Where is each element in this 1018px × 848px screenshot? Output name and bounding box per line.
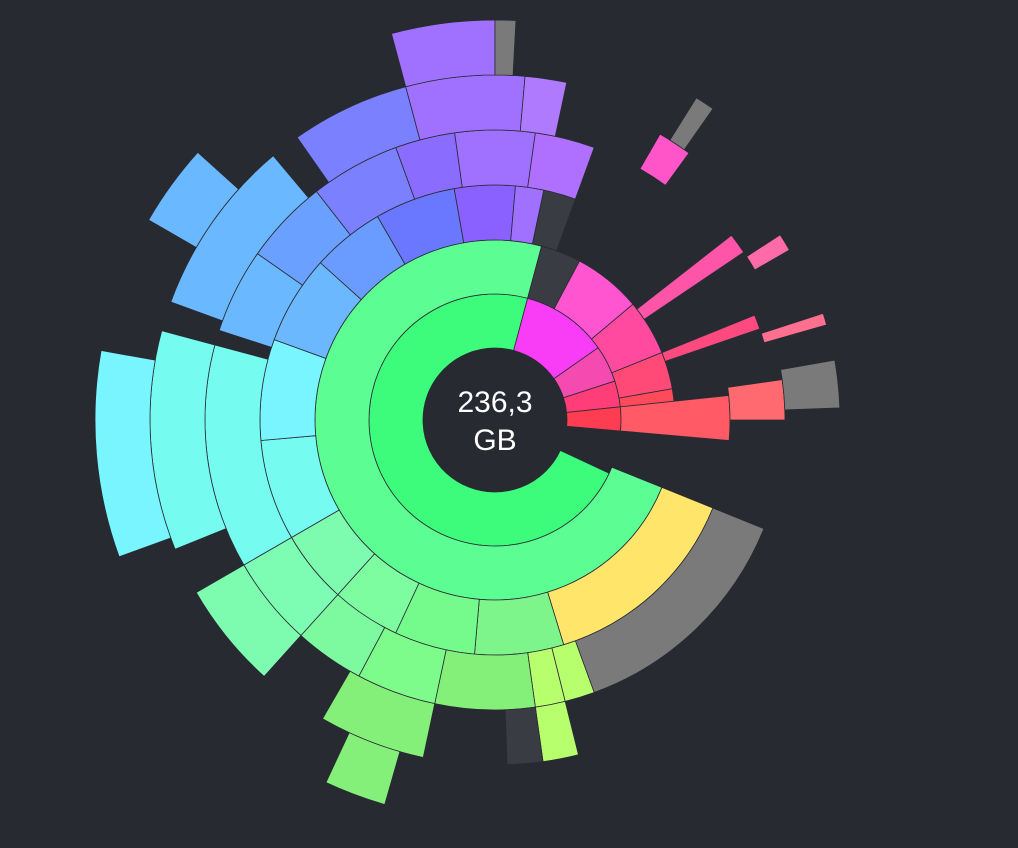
folder-segment[interactable] [405, 74, 526, 141]
folder-segment[interactable] [727, 379, 786, 421]
folder-segment[interactable] [434, 649, 536, 711]
total-size-unit: GB [473, 424, 516, 457]
folder-segment[interactable] [527, 132, 595, 200]
folder-segment[interactable] [94, 350, 172, 558]
folder-segment[interactable] [669, 97, 714, 151]
folder-segment[interactable] [746, 234, 790, 271]
folder-segment[interactable] [170, 155, 310, 322]
folder-segment[interactable] [636, 234, 745, 320]
folder-segment[interactable] [453, 184, 516, 244]
folder-segment[interactable] [760, 312, 828, 344]
folder-segment[interactable] [494, 19, 517, 76]
folder-segment[interactable] [195, 564, 302, 677]
folder-segment[interactable] [474, 591, 565, 656]
folder-segment[interactable] [780, 359, 841, 411]
folder-segment[interactable] [504, 706, 544, 766]
total-size-value: 236,3 [457, 386, 532, 419]
folder-segment[interactable] [325, 732, 401, 805]
folder-segment[interactable] [661, 314, 761, 362]
center-hole[interactable] [423, 348, 567, 492]
folder-segment[interactable] [454, 129, 536, 188]
sunburst-rings [94, 19, 841, 805]
folder-segment[interactable] [148, 151, 240, 249]
folder-segment[interactable] [519, 75, 568, 137]
